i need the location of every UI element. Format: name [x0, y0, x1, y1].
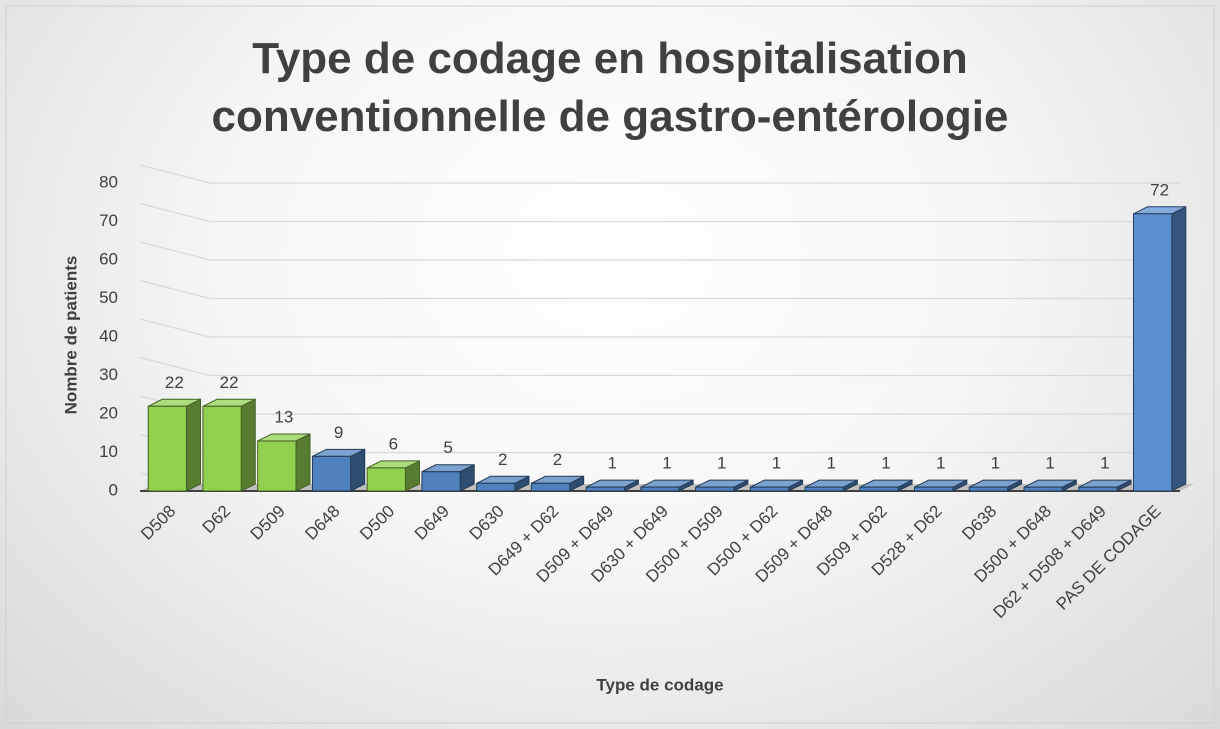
y-tick-label: 70 — [99, 211, 118, 230]
data-label: 72 — [1150, 180, 1169, 199]
y-tick-label: 10 — [99, 442, 118, 461]
bar — [366, 467, 406, 492]
x-tick-label: D508 — [137, 502, 179, 544]
data-label: 13 — [274, 407, 293, 426]
data-label: 2 — [498, 450, 507, 469]
grid-line — [139, 164, 1180, 184]
bar — [202, 405, 242, 492]
data-label: 1 — [608, 454, 617, 473]
bar — [421, 471, 461, 492]
bar — [311, 455, 352, 492]
data-label: 1 — [1100, 454, 1109, 473]
bar-side — [295, 433, 311, 492]
bar — [530, 482, 571, 492]
chart-title: Type de codage en hospitalisation conven… — [211, 34, 1009, 141]
bar — [1023, 486, 1063, 492]
x-tick-label: D62 — [199, 502, 234, 537]
data-label: 1 — [826, 454, 835, 473]
data-label: 2 — [553, 450, 562, 469]
bar — [476, 482, 516, 492]
x-tick-label: D500 — [356, 502, 398, 544]
data-label: 1 — [662, 454, 671, 473]
x-axis-title: Type de codage — [596, 675, 723, 694]
y-tick-label: 80 — [99, 172, 118, 191]
x-tick-label: D630 — [466, 502, 508, 544]
bar — [804, 486, 844, 492]
data-label: 22 — [165, 373, 184, 392]
data-label: 5 — [443, 438, 452, 457]
bar — [147, 405, 188, 492]
bar — [914, 486, 954, 492]
grid-line — [139, 279, 1180, 300]
grid-line — [139, 318, 1180, 338]
bar — [1132, 213, 1173, 492]
grid-line — [139, 241, 1180, 261]
bar — [257, 440, 297, 492]
data-label: 1 — [1045, 454, 1054, 473]
bar — [585, 486, 625, 492]
grid-line — [139, 202, 1180, 223]
bar — [640, 486, 680, 492]
y-tick-label: 60 — [99, 249, 118, 268]
y-tick-label: 30 — [99, 365, 118, 384]
x-tick-label: D638 — [958, 502, 1000, 544]
data-label: 9 — [334, 423, 343, 442]
bar — [1078, 486, 1118, 492]
bar-side — [186, 398, 202, 492]
bar-side — [240, 398, 256, 492]
y-tick-label: 20 — [99, 403, 118, 422]
x-tick-label: D648 — [301, 502, 343, 544]
y-tick-label: 40 — [99, 326, 118, 345]
y-tick-label: 50 — [99, 288, 118, 307]
bar — [968, 486, 1009, 492]
data-label: 1 — [991, 454, 1000, 473]
y-axis-title: Nombre de patients — [61, 256, 80, 415]
bar — [859, 486, 899, 492]
x-tick-label: D509 — [247, 502, 289, 544]
x-tick-label: D649 — [411, 502, 453, 544]
grid-line — [139, 356, 1180, 377]
bar-side — [1171, 205, 1187, 492]
y-tick-label: 0 — [109, 480, 118, 499]
frame — [5, 5, 1215, 724]
data-label: 22 — [220, 373, 239, 392]
grid-line — [139, 395, 1180, 415]
bar — [749, 486, 790, 492]
data-label: 1 — [717, 454, 726, 473]
data-label: 6 — [389, 434, 398, 453]
data-label: 1 — [772, 454, 781, 473]
data-label: 1 — [881, 454, 890, 473]
bar — [695, 486, 735, 492]
data-label: 1 — [936, 454, 945, 473]
x-tick-label: PAS DE CODAGE — [1053, 502, 1165, 614]
